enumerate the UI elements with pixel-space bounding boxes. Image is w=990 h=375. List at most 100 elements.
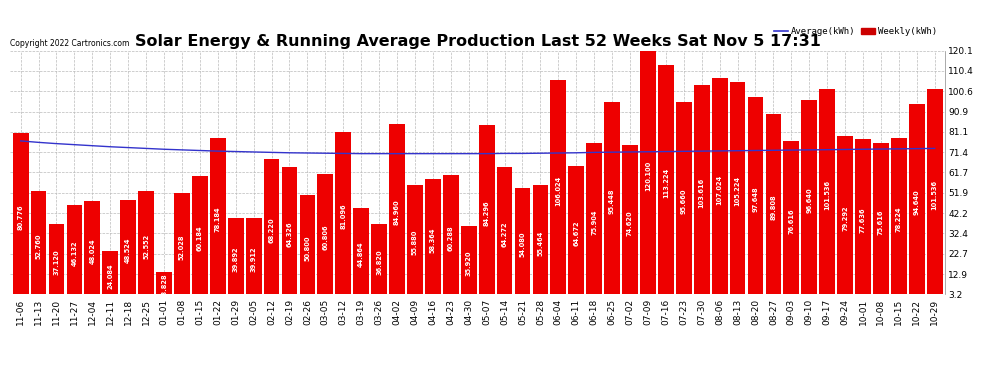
Bar [730,82,745,301]
Bar [820,89,835,301]
Text: 101.536: 101.536 [824,180,831,210]
Bar [121,200,136,301]
Bar [281,167,297,301]
Text: 94.640: 94.640 [914,190,920,215]
Text: 24.084: 24.084 [107,263,113,289]
Text: 96.640: 96.640 [806,188,812,213]
Text: 60.184: 60.184 [197,225,203,251]
Bar [658,65,674,301]
Text: 97.648: 97.648 [752,186,758,212]
Text: 103.616: 103.616 [699,178,705,208]
Bar [460,226,476,301]
Bar [568,166,584,301]
Bar [102,251,118,301]
Text: 39.892: 39.892 [233,247,239,272]
Text: 101.536: 101.536 [932,180,938,210]
Text: 106.024: 106.024 [555,176,561,206]
Bar [873,143,889,301]
Text: 13.828: 13.828 [161,274,167,300]
Text: 36.820: 36.820 [376,250,382,276]
Text: 81.096: 81.096 [341,204,346,230]
Text: 84.296: 84.296 [484,200,490,226]
Bar [13,133,29,301]
Text: 107.024: 107.024 [717,174,723,205]
Bar [336,132,351,301]
Bar [389,124,405,301]
Bar [533,185,548,301]
Bar [604,102,620,301]
Bar [479,125,495,301]
Text: 64.272: 64.272 [502,221,508,247]
Bar [927,89,942,301]
Bar [407,184,423,301]
Text: 89.808: 89.808 [770,195,776,220]
Bar [694,85,710,301]
Text: 60.288: 60.288 [447,225,453,251]
Bar [371,224,387,301]
Text: 75.616: 75.616 [878,210,884,235]
Bar [66,205,82,301]
Text: 78.224: 78.224 [896,207,902,232]
Bar [515,188,531,301]
Text: 55.464: 55.464 [538,231,544,256]
Bar [783,141,799,301]
Text: 78.184: 78.184 [215,207,221,232]
Bar [31,191,47,301]
Text: 105.224: 105.224 [735,176,741,206]
Bar [353,207,369,301]
Bar [855,139,871,301]
Bar [246,218,261,301]
Title: Solar Energy & Running Average Production Last 52 Weeks Sat Nov 5 17:31: Solar Energy & Running Average Productio… [135,34,821,50]
Legend: Average(kWh), Weekly(kWh): Average(kWh), Weekly(kWh) [770,24,940,40]
Text: 64.326: 64.326 [286,221,292,247]
Bar [192,176,208,301]
Bar [497,167,513,301]
Bar [622,146,638,301]
Bar [838,136,853,301]
Text: 37.120: 37.120 [53,249,59,275]
Text: Copyright 2022 Cartronics.com: Copyright 2022 Cartronics.com [10,39,130,48]
Text: 95.660: 95.660 [681,189,687,214]
Text: 52.552: 52.552 [144,234,149,259]
Bar [801,99,817,301]
Text: 84.960: 84.960 [394,200,400,225]
Text: 120.100: 120.100 [644,161,651,191]
Text: 74.620: 74.620 [627,210,633,236]
Text: 64.672: 64.672 [573,221,579,246]
Text: 46.132: 46.132 [71,240,77,266]
Bar [747,98,763,301]
Text: 60.806: 60.806 [323,225,329,251]
Bar [49,224,64,301]
Text: 35.920: 35.920 [465,251,471,276]
Text: 113.224: 113.224 [663,168,669,198]
Bar [318,174,334,301]
Text: 80.776: 80.776 [18,204,24,230]
Bar [550,80,566,301]
Bar [676,102,692,301]
Text: 76.616: 76.616 [788,209,794,234]
Bar [891,138,907,301]
Bar [909,104,925,301]
Bar [156,272,172,301]
Bar [139,192,154,301]
Text: 39.912: 39.912 [250,247,256,272]
Bar [228,218,244,301]
Bar [712,78,728,301]
Bar [586,143,602,301]
Text: 52.760: 52.760 [36,233,42,259]
Bar [84,201,100,301]
Bar [765,114,781,301]
Bar [641,51,655,301]
Bar [443,176,458,301]
Text: 77.636: 77.636 [860,207,866,233]
Text: 52.028: 52.028 [179,234,185,260]
Text: 75.904: 75.904 [591,209,597,235]
Text: 50.800: 50.800 [304,236,311,261]
Text: 58.364: 58.364 [430,228,436,253]
Text: 48.524: 48.524 [125,238,132,263]
Bar [425,179,441,301]
Bar [174,193,190,301]
Text: 79.292: 79.292 [842,206,848,231]
Bar [263,159,279,301]
Bar [300,195,315,301]
